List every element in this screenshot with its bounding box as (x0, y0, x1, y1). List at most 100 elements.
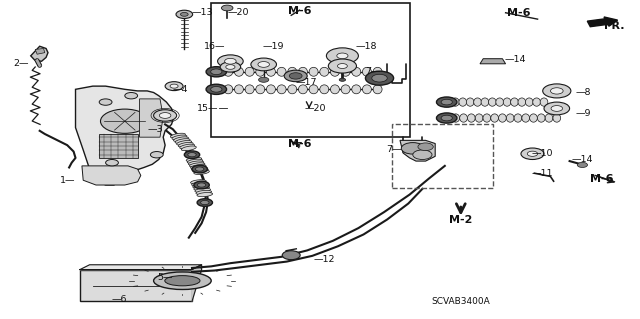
Ellipse shape (170, 133, 186, 138)
Text: —14: —14 (572, 155, 593, 164)
Ellipse shape (476, 114, 483, 122)
Circle shape (339, 78, 346, 81)
Ellipse shape (452, 98, 460, 106)
Circle shape (180, 12, 188, 16)
Ellipse shape (172, 135, 187, 140)
Ellipse shape (309, 67, 318, 76)
Bar (80, 270, 192, 301)
Ellipse shape (245, 85, 254, 94)
Circle shape (328, 59, 356, 73)
Circle shape (206, 84, 227, 94)
Ellipse shape (173, 137, 189, 142)
Ellipse shape (194, 170, 209, 174)
Ellipse shape (256, 67, 265, 76)
Ellipse shape (181, 146, 196, 151)
Circle shape (197, 183, 206, 187)
Text: —14: —14 (504, 55, 526, 63)
Circle shape (543, 84, 571, 98)
Ellipse shape (320, 85, 329, 94)
Ellipse shape (288, 85, 297, 94)
Ellipse shape (298, 85, 307, 94)
Ellipse shape (545, 114, 553, 122)
Circle shape (200, 200, 209, 205)
Bar (211, 3, 410, 137)
Ellipse shape (444, 98, 452, 106)
Circle shape (226, 65, 235, 69)
Text: —12: —12 (314, 256, 335, 264)
Ellipse shape (180, 144, 195, 149)
Circle shape (372, 74, 387, 82)
Ellipse shape (522, 114, 529, 122)
Circle shape (259, 77, 269, 82)
Polygon shape (192, 265, 202, 301)
Text: —3: —3 (147, 125, 163, 134)
Circle shape (413, 150, 432, 160)
Ellipse shape (530, 114, 538, 122)
Ellipse shape (154, 272, 211, 290)
Ellipse shape (213, 85, 222, 94)
Ellipse shape (189, 163, 205, 167)
Ellipse shape (488, 98, 496, 106)
Ellipse shape (362, 67, 371, 76)
Text: —18: —18 (355, 42, 377, 51)
Circle shape (125, 93, 138, 99)
Polygon shape (80, 265, 202, 270)
Ellipse shape (553, 114, 561, 122)
Circle shape (337, 53, 348, 59)
Circle shape (206, 67, 227, 77)
Circle shape (251, 58, 276, 71)
Circle shape (188, 152, 196, 157)
Ellipse shape (474, 98, 481, 106)
Ellipse shape (224, 67, 233, 76)
Polygon shape (82, 166, 141, 185)
Circle shape (441, 115, 452, 121)
Ellipse shape (481, 98, 489, 106)
Ellipse shape (352, 85, 361, 94)
Ellipse shape (459, 98, 467, 106)
Circle shape (218, 55, 243, 68)
Circle shape (441, 99, 452, 105)
Ellipse shape (165, 276, 200, 286)
Text: M-6: M-6 (590, 174, 613, 184)
Polygon shape (400, 140, 435, 161)
Circle shape (184, 151, 200, 159)
Circle shape (197, 199, 212, 206)
Ellipse shape (514, 114, 522, 122)
Text: 2—: 2— (13, 59, 29, 68)
Ellipse shape (298, 67, 307, 76)
Polygon shape (31, 46, 48, 61)
Ellipse shape (191, 182, 207, 186)
Polygon shape (76, 86, 174, 185)
Ellipse shape (188, 159, 203, 163)
Circle shape (282, 251, 300, 260)
Circle shape (106, 160, 118, 166)
Ellipse shape (194, 186, 209, 190)
Text: 16—: 16— (204, 42, 225, 51)
FancyArrow shape (588, 17, 618, 27)
Circle shape (418, 143, 433, 151)
Polygon shape (99, 134, 138, 158)
Ellipse shape (193, 184, 209, 188)
Ellipse shape (178, 142, 193, 147)
Text: M-6: M-6 (288, 138, 311, 149)
Polygon shape (35, 48, 45, 54)
Text: —17: —17 (296, 78, 317, 87)
Text: FR.: FR. (604, 20, 625, 31)
Ellipse shape (373, 85, 382, 94)
Circle shape (401, 143, 424, 154)
Text: —11: —11 (531, 169, 553, 178)
Ellipse shape (467, 98, 474, 106)
Ellipse shape (277, 67, 286, 76)
Ellipse shape (224, 85, 233, 94)
Ellipse shape (330, 67, 339, 76)
Ellipse shape (175, 139, 190, 144)
Text: —20: —20 (305, 104, 326, 113)
Text: —6: —6 (112, 295, 127, 304)
Circle shape (284, 70, 307, 82)
Ellipse shape (444, 114, 452, 122)
Circle shape (99, 99, 112, 105)
Ellipse shape (256, 85, 265, 94)
Ellipse shape (266, 67, 275, 76)
Ellipse shape (193, 168, 208, 173)
Ellipse shape (177, 140, 191, 145)
